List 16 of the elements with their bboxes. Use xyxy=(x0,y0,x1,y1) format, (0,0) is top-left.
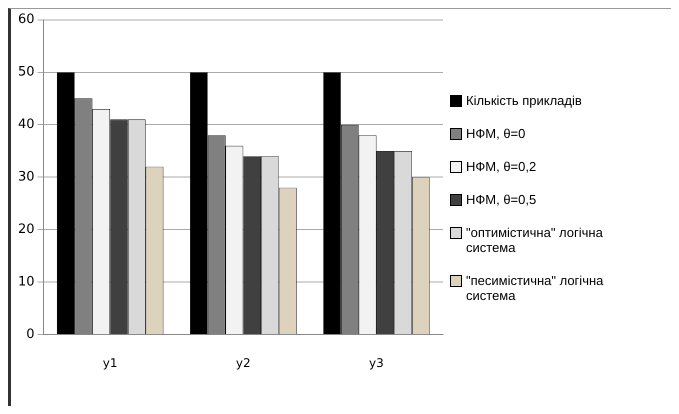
x-tick-label: y3 xyxy=(369,356,384,370)
y-tick-label: 10 xyxy=(18,274,35,290)
x-tick-label: y2 xyxy=(236,356,251,370)
y-tick-label: 50 xyxy=(18,64,35,80)
y-tick-label: 40 xyxy=(18,117,35,132)
legend-label: НФМ, θ=0,2 xyxy=(466,158,538,174)
y-tick-label: 60 xyxy=(18,12,35,28)
legend-label: "оптимістична" логічна система xyxy=(466,224,604,254)
legend-label: НФМ, θ=0 xyxy=(466,126,526,140)
y-tick-label: 0 xyxy=(26,326,35,342)
legend-label: "песимістична" логічна система xyxy=(466,272,604,302)
legend-label: НФМ, θ=0,5 xyxy=(466,192,538,206)
y-tick-label: 20 xyxy=(18,222,35,238)
legend-label: Кількість прикладів xyxy=(466,92,583,108)
x-tick-label: y1 xyxy=(102,356,118,370)
y-tick-label: 30 xyxy=(18,170,35,185)
